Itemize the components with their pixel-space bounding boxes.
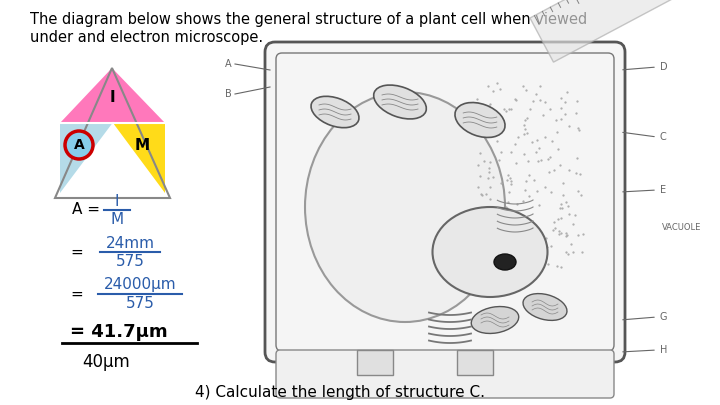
FancyBboxPatch shape xyxy=(357,350,393,375)
Text: B: B xyxy=(225,89,232,99)
Text: 4) Calculate the length of structure C.: 4) Calculate the length of structure C. xyxy=(195,386,485,401)
Text: D: D xyxy=(660,62,667,72)
Text: G: G xyxy=(660,312,667,322)
Text: = 41.7μm: = 41.7μm xyxy=(70,323,168,341)
Text: The diagram below shows the general structure of a plant cell when viewed: The diagram below shows the general stru… xyxy=(30,12,588,27)
Text: 24000μm: 24000μm xyxy=(104,277,176,292)
Text: A =: A = xyxy=(72,202,105,217)
Polygon shape xyxy=(112,123,165,193)
Polygon shape xyxy=(60,123,112,193)
Text: M: M xyxy=(135,138,150,153)
Text: A: A xyxy=(225,59,232,69)
Text: C: C xyxy=(660,132,667,142)
Text: A: A xyxy=(73,138,84,152)
Text: 575: 575 xyxy=(116,254,145,269)
Ellipse shape xyxy=(472,307,518,333)
Ellipse shape xyxy=(311,96,359,128)
Ellipse shape xyxy=(455,102,505,137)
Text: H: H xyxy=(660,345,667,355)
FancyBboxPatch shape xyxy=(265,42,625,362)
Text: I: I xyxy=(114,194,120,209)
Ellipse shape xyxy=(523,294,567,320)
Polygon shape xyxy=(530,0,717,62)
Text: 40μm: 40μm xyxy=(82,353,130,371)
Text: VACUOLE: VACUOLE xyxy=(662,222,701,232)
Text: under and electron microscope.: under and electron microscope. xyxy=(30,30,263,45)
Polygon shape xyxy=(60,68,165,123)
Text: M: M xyxy=(110,213,124,228)
Ellipse shape xyxy=(374,85,426,119)
FancyBboxPatch shape xyxy=(276,350,614,398)
Text: =: = xyxy=(70,286,83,301)
Text: 24mm: 24mm xyxy=(106,235,155,251)
Ellipse shape xyxy=(305,92,505,322)
Text: I: I xyxy=(109,90,114,105)
Ellipse shape xyxy=(494,254,516,270)
Ellipse shape xyxy=(433,207,547,297)
Text: E: E xyxy=(660,185,666,195)
Circle shape xyxy=(65,131,93,159)
FancyBboxPatch shape xyxy=(457,350,493,375)
Text: =: = xyxy=(70,245,83,260)
Text: 575: 575 xyxy=(125,296,154,311)
